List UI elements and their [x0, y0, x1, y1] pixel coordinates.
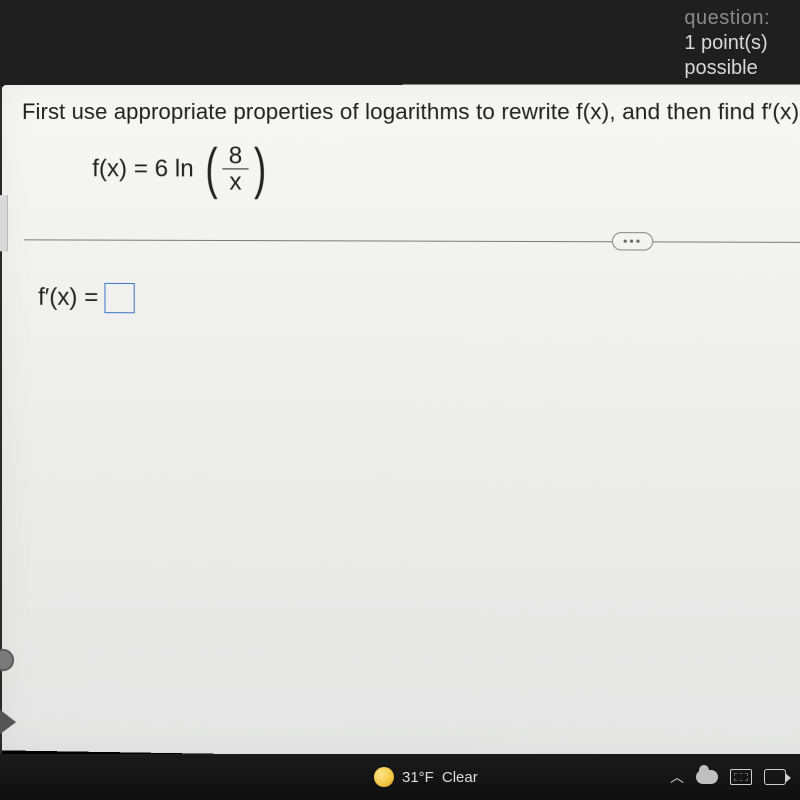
side-control-dot[interactable]	[0, 649, 14, 672]
weather-widget[interactable]: 31°F Clear	[374, 767, 478, 787]
right-paren-icon: )	[254, 144, 266, 195]
function-lhs: f(x) = 6 ln	[92, 155, 194, 183]
fraction-numerator: 8	[223, 143, 249, 169]
question-label: question:	[684, 6, 770, 31]
possible-line: possible	[684, 56, 770, 81]
weather-condition: Clear	[442, 769, 478, 786]
left-paren-icon: (	[205, 144, 217, 195]
keyboard-icon[interactable]	[730, 769, 752, 785]
divider-line	[24, 240, 800, 244]
points-line: 1 point(s)	[684, 31, 770, 56]
side-play-icon[interactable]	[0, 710, 16, 735]
question-prompt: First use appropriate properties of loga…	[2, 99, 800, 144]
ellipsis-icon: •••	[623, 235, 642, 249]
fraction-denominator: x	[223, 170, 247, 195]
answer-input[interactable]	[104, 283, 134, 313]
weather-temp: 31°F	[402, 769, 434, 786]
expand-hint-button[interactable]: •••	[612, 232, 653, 250]
fraction: 8 x	[221, 143, 251, 195]
question-meta: question: 1 point(s) possible	[684, 6, 770, 79]
paren-group: ( 8 x )	[202, 143, 270, 195]
onedrive-icon[interactable]	[696, 770, 718, 784]
answer-label: f′(x) =	[38, 284, 98, 312]
system-tray: ︿	[670, 767, 786, 787]
section-divider: •••	[2, 229, 800, 256]
answer-row: f′(x) =	[2, 283, 800, 317]
tray-expand-icon[interactable]: ︿	[670, 767, 684, 787]
given-function: f(x) = 6 ln ( 8 x )	[2, 143, 800, 225]
question-header: question: 1 point(s) possible	[0, 0, 800, 85]
meet-now-icon[interactable]	[764, 769, 786, 785]
taskbar: 31°F Clear ︿	[0, 754, 800, 800]
screen-area: First use appropriate properties of loga…	[0, 85, 800, 800]
sun-icon	[374, 767, 394, 787]
question-panel: First use appropriate properties of loga…	[2, 84, 800, 763]
